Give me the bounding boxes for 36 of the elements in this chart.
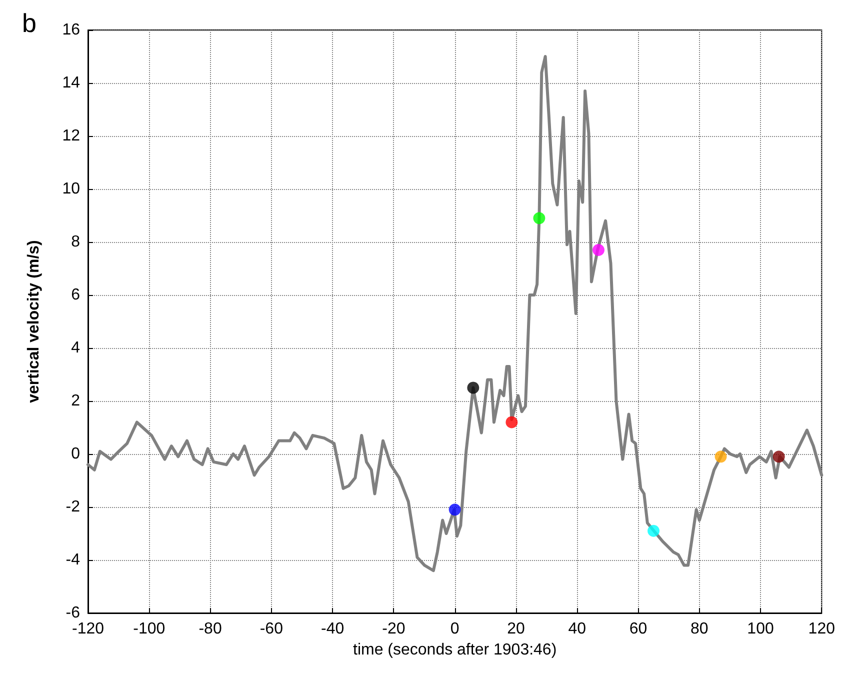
- y-tick-label: -2: [66, 498, 80, 516]
- x-tick-label: -20: [382, 620, 406, 638]
- text: b: [22, 8, 36, 38]
- x-tick-label: -100: [133, 620, 166, 638]
- x-tick-label: -60: [260, 620, 284, 638]
- y-tick-label: 4: [71, 340, 80, 356]
- x-tick-label: 20: [507, 620, 525, 638]
- y-tick-label: 10: [62, 180, 80, 198]
- y-tick-label: 2: [71, 392, 80, 410]
- y-tick-label: 16: [62, 22, 80, 38]
- y-tick-label: 12: [62, 128, 80, 144]
- y-tick-label: -4: [66, 552, 80, 568]
- x-tick-label: 100: [747, 620, 774, 638]
- point: [506, 416, 518, 428]
- y-axis-title: vertical velocity (m/s): [26, 240, 42, 403]
- y-tick-label: -6: [66, 604, 80, 622]
- x-tick-label: -120: [72, 620, 104, 638]
- y-tick-label: 8: [71, 234, 80, 250]
- x-axis-title: time (seconds after 1903:46): [352, 641, 557, 658]
- x-tick-label: 0: [450, 620, 460, 638]
- x-tick-label: 120: [808, 620, 836, 638]
- point: [648, 524, 660, 537]
- point: [467, 382, 480, 394]
- x-tick-label: 40: [568, 620, 586, 638]
- point: [772, 450, 785, 463]
- point: [448, 504, 461, 516]
- point: [533, 212, 546, 224]
- x-tick-label: -40: [320, 620, 344, 638]
- point: [714, 450, 727, 463]
- x-tick-label: 60: [629, 620, 648, 638]
- y-tick-label: 6: [71, 286, 80, 304]
- y-tick-label: 14: [62, 74, 80, 92]
- y-tick-label: 0: [71, 446, 80, 462]
- x-tick-label: 80: [690, 620, 708, 638]
- point: [592, 244, 604, 256]
- x-tick-label: -80: [198, 620, 222, 638]
